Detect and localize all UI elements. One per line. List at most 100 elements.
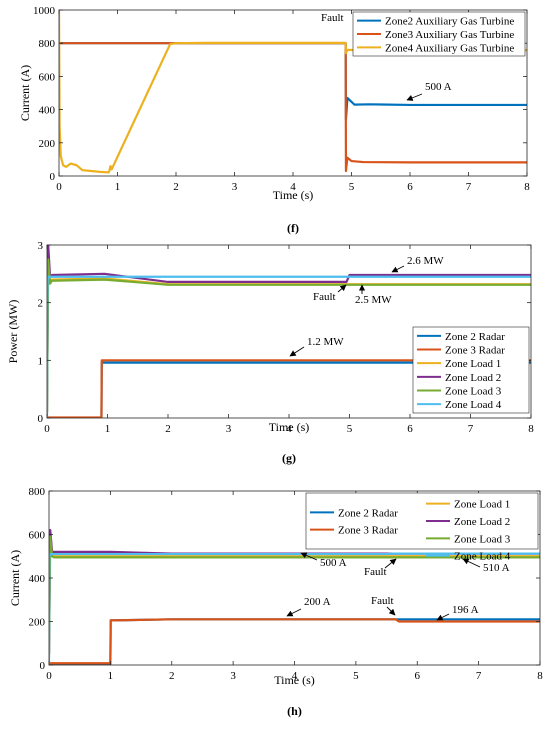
annotation-arrow: [462, 558, 481, 568]
series-line-h-0: [49, 618, 540, 665]
x-tick-label: 6: [415, 670, 421, 682]
series-line-h-1: [49, 618, 540, 665]
chart-panel-g: 0 1 2 3 4 5 6 7 8 0 1 2 3 Time (s) Power (MW) (g) Zone 2…: [6, 240, 534, 465]
x-tick-label: 8: [537, 670, 543, 682]
x-axis-label: Time (s): [273, 188, 314, 202]
annotation-label: Fault: [313, 291, 336, 303]
legend-entry: Zone 2 Radar: [338, 507, 398, 519]
annotation-label: 500 A: [425, 81, 452, 93]
x-tick-label: 5: [353, 670, 359, 682]
x-tick-label: 1: [105, 423, 111, 435]
x-tick-label: 2: [165, 423, 171, 435]
legend-entry: Zone Load 3: [445, 386, 502, 398]
annotation-arrow: [286, 608, 302, 617]
legend-entry: Zone Load 3: [454, 533, 511, 545]
legend-entry: Zone Load 1: [454, 499, 510, 511]
annotation-arrow: [391, 265, 405, 273]
y-tick-label: 1: [38, 355, 44, 367]
x-tick-label: 0: [56, 181, 62, 193]
x-tick-label: 7: [468, 423, 474, 435]
legend-entry: Zone Load 2: [454, 516, 510, 528]
y-tick-label: 600: [39, 71, 56, 83]
legend-entry: Zone3 Auxiliary Gas Turbine: [385, 29, 514, 41]
legend-entry: Zone 3 Radar: [338, 525, 398, 537]
chart-panel-h: 0 1 2 3 4 5 6 7 8 0 200 400 600 800 Time (s) Current (A…: [8, 486, 543, 718]
annotation-arrow: [300, 552, 318, 561]
x-tick-label: 3: [230, 670, 236, 682]
x-tick-label: 5: [347, 423, 353, 435]
y-tick-label: 0: [38, 413, 44, 425]
annotation-label: 500 A: [320, 557, 347, 569]
x-tick-label: 3: [232, 181, 238, 193]
legend-entry: Zone 3 Radar: [445, 345, 505, 357]
x-axis-label: Time (s): [269, 420, 310, 434]
legend-box: [305, 492, 539, 550]
y-tick-label: 2: [38, 298, 44, 310]
legend-entry: Zone Load 4: [445, 399, 502, 411]
annotation-arrow: [436, 613, 450, 621]
x-tick-label: 7: [476, 670, 482, 682]
y-tick-label: 400: [29, 573, 46, 585]
y-tick-label: 3: [38, 240, 44, 252]
y-tick-label: 400: [39, 105, 56, 117]
legend-box: [352, 11, 526, 57]
legend-entry: Zone Load 4: [454, 551, 511, 563]
y-tick-label: 1000: [33, 5, 56, 17]
y-tick-label: 0: [40, 660, 46, 672]
series-line-g-1: [47, 359, 531, 418]
x-tick-label: 0: [46, 670, 52, 682]
series-line-g-4: [47, 258, 531, 413]
y-tick-label: 200: [29, 617, 46, 629]
x-tick-label: 8: [528, 423, 534, 435]
y-axis-label: Current (A): [8, 550, 22, 606]
x-tick-label: 2: [173, 181, 179, 193]
annotation-label: Fault: [371, 595, 394, 607]
annotation-label: 2.5 MW: [355, 294, 392, 306]
series-line-f-2: [59, 10, 527, 174]
annotation-arrow: [289, 346, 305, 357]
panel-label: (g): [282, 451, 296, 465]
x-tick-label: 8: [524, 181, 530, 193]
x-tick-label: 6: [407, 181, 413, 193]
legend-entry: Zone Load 1: [445, 358, 501, 370]
annotation-label: 2.6 MW: [407, 255, 444, 267]
annotation-arrow: [406, 93, 423, 101]
y-tick-label: 800: [29, 486, 46, 498]
x-tick-label: 4: [290, 181, 296, 193]
x-tick-label: 7: [466, 181, 472, 193]
annotation-label: 200 A: [304, 596, 331, 608]
x-tick-label: 1: [115, 181, 121, 193]
x-tick-label: 4: [292, 670, 298, 682]
y-tick-label: 600: [29, 530, 46, 542]
y-axis-label: Power (MW): [6, 300, 20, 364]
series-group: [59, 10, 527, 174]
annotation-label: 510 A: [483, 562, 510, 574]
x-tick-label: 3: [226, 423, 232, 435]
chart-panel-f: 0 1 2 3 4 5 6 7 8 0 200 400 600 800 1000 Time (s) Curren…: [18, 5, 530, 235]
annotation-label: Fault: [364, 566, 387, 578]
x-tick-label: 2: [169, 670, 175, 682]
annotation-label: Fault: [321, 12, 344, 24]
legend-entry: Zone2 Auxiliary Gas Turbine: [385, 16, 514, 28]
legend-entry: Zone Load 2: [445, 372, 501, 384]
y-tick-label: 800: [39, 38, 56, 50]
legend-box: [412, 326, 530, 414]
panel-label: (h): [287, 704, 302, 718]
annotation-arrow: [384, 558, 397, 569]
y-tick-label: 0: [50, 171, 56, 183]
series-line-f-1: [59, 42, 527, 173]
annotation-arrow: [386, 606, 396, 616]
annotation-label: 196 A: [452, 604, 479, 616]
x-axis-label: Time (s): [274, 673, 315, 687]
x-tick-label: 4: [286, 423, 292, 435]
x-tick-label: 0: [44, 423, 50, 435]
x-tick-label: 5: [349, 181, 355, 193]
legend-entry: Zone4 Auxiliary Gas Turbine: [385, 42, 514, 54]
annotation-label: 1.2 MW: [307, 336, 344, 348]
x-tick-label: 6: [407, 423, 413, 435]
panel-label: (f): [287, 221, 299, 235]
y-axis-label: Current (A): [18, 65, 32, 121]
